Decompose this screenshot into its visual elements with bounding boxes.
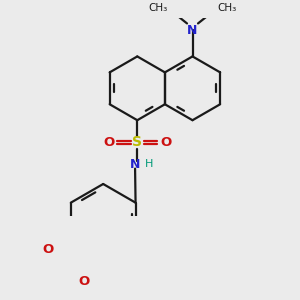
Text: H: H	[145, 159, 154, 169]
Text: O: O	[160, 136, 172, 149]
Text: O: O	[103, 136, 114, 149]
Text: N: N	[130, 158, 140, 171]
Text: O: O	[78, 275, 89, 288]
Text: S: S	[132, 135, 142, 149]
Text: CH₃: CH₃	[217, 3, 236, 13]
Text: N: N	[187, 23, 198, 37]
Text: CH₃: CH₃	[149, 3, 168, 13]
Text: O: O	[42, 244, 53, 256]
